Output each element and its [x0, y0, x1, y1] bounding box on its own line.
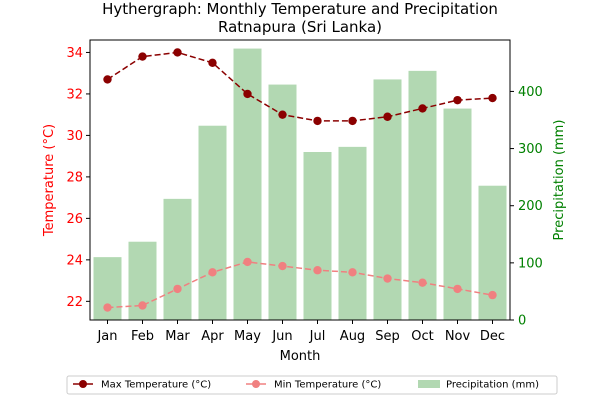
min-temp-point-jan	[103, 303, 112, 312]
x-tick-label-oct: Oct	[411, 329, 433, 344]
min-temp-point-aug	[348, 268, 357, 277]
left-tick-label: 30	[66, 129, 83, 144]
x-tick-label-apr: Apr	[201, 329, 224, 344]
legend: Max Temperature (°C) Min Temperature (°C)…	[66, 375, 558, 395]
right-tick-label: 100	[518, 256, 543, 271]
left-tick-label: 32	[66, 87, 83, 102]
max-temp-point-jul	[313, 116, 322, 126]
right-axis-label: Precipitation (mm)	[552, 120, 567, 241]
max-temp-point-jan	[103, 75, 112, 84]
x-axis: Jan Feb Mar Apr May Jun Jul Aug Sep Oct Nov Dec	[96, 320, 505, 344]
min-temp-point-mar	[173, 284, 182, 294]
precipitation-bars	[93, 48, 507, 320]
left-tick-label: 24	[66, 253, 83, 268]
min-temp-point-sep	[383, 274, 392, 283]
min-temp-point-jul	[313, 266, 322, 275]
max-temp-point-mar	[173, 48, 182, 57]
x-tick-label-mar: Mar	[165, 329, 190, 344]
left-axis-label: Temperature (°C)	[42, 124, 57, 237]
max-temp-point-may	[243, 89, 252, 99]
min-temp-point-jun	[278, 261, 287, 271]
x-tick-label-aug: Aug	[340, 329, 365, 344]
x-tick-label-jun: Jun	[271, 329, 292, 344]
left-axis: 22 24 26 28 30 32 34	[66, 46, 90, 310]
precipitation-bar-jul	[303, 152, 332, 320]
x-tick-label-may: May	[234, 329, 261, 344]
max-temp-point-feb	[138, 52, 147, 61]
temperature-lines	[103, 48, 497, 312]
left-tick-label: 34	[66, 46, 83, 61]
x-tick-label-dec: Dec	[480, 329, 505, 344]
precipitation-bar-mar	[163, 198, 192, 320]
right-tick-label: 300	[518, 142, 543, 157]
left-tick-label: 28	[66, 170, 83, 185]
precipitation-bar-dec	[478, 185, 507, 320]
max-temp-line	[107, 51, 493, 122]
max-temp-point-oct	[418, 104, 427, 113]
chart-title-line2: Ratnapura (Sri Lanka)	[218, 18, 382, 36]
min-temp-line	[107, 261, 493, 309]
min-temp-point-dec	[488, 290, 497, 300]
precipitation-bar-jun	[268, 84, 297, 320]
min-temp-point-nov	[453, 284, 462, 294]
min-temp-point-feb	[138, 301, 147, 310]
min-temp-point-oct	[418, 278, 427, 287]
left-tick-label: 26	[66, 212, 83, 227]
max-temp-point-dec	[488, 93, 497, 103]
plot-frame	[89, 39, 511, 321]
x-tick-label-feb: Feb	[131, 329, 154, 344]
max-temp-point-jun	[278, 110, 287, 119]
x-tick-label-nov: Nov	[445, 329, 471, 344]
right-tick-label: 0	[518, 314, 526, 329]
right-tick-label: 400	[518, 85, 543, 100]
legend-max-temp-marker	[79, 380, 87, 388]
left-tick-label: 22	[66, 295, 83, 310]
min-temp-point-may	[243, 257, 252, 267]
precipitation-bar-apr	[198, 125, 227, 320]
max-temp-point-apr	[208, 58, 217, 68]
right-axis: 0 100 200 300 400	[510, 85, 543, 329]
chart-title-line1: Hythergraph: Monthly Temperature and Pre…	[102, 0, 498, 18]
max-temp-point-aug	[348, 116, 357, 126]
precipitation-bar-may	[233, 48, 262, 320]
legend-precipitation-swatch	[418, 380, 440, 388]
precipitation-bar-aug	[338, 146, 367, 320]
legend-min-temp-label: Min Temperature (°C)	[274, 380, 381, 391]
legend-min-temp-marker	[252, 380, 260, 388]
legend-max-temp-label: Max Temperature (°C)	[101, 380, 211, 391]
max-temp-point-sep	[383, 112, 392, 121]
x-tick-label-jul: Jul	[309, 329, 326, 344]
min-temp-point-apr	[208, 268, 217, 277]
x-tick-label-sep: Sep	[375, 329, 400, 344]
right-tick-label: 200	[518, 199, 543, 214]
max-temp-point-nov	[453, 95, 462, 105]
legend-precipitation-label: Precipitation (mm)	[446, 380, 539, 391]
x-axis-label: Month	[280, 349, 321, 364]
x-tick-label-jan: Jan	[96, 329, 117, 344]
